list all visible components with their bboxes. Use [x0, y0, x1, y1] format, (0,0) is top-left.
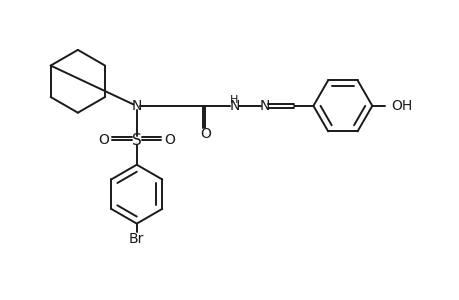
Text: N: N — [131, 99, 142, 113]
Text: Br: Br — [129, 232, 144, 246]
Text: H: H — [229, 95, 238, 105]
Text: N: N — [258, 99, 269, 113]
Text: O: O — [164, 133, 175, 147]
Text: O: O — [98, 133, 109, 147]
Text: OH: OH — [390, 99, 411, 113]
Text: N: N — [229, 99, 240, 113]
Text: O: O — [200, 127, 210, 141]
Text: S: S — [132, 133, 141, 148]
